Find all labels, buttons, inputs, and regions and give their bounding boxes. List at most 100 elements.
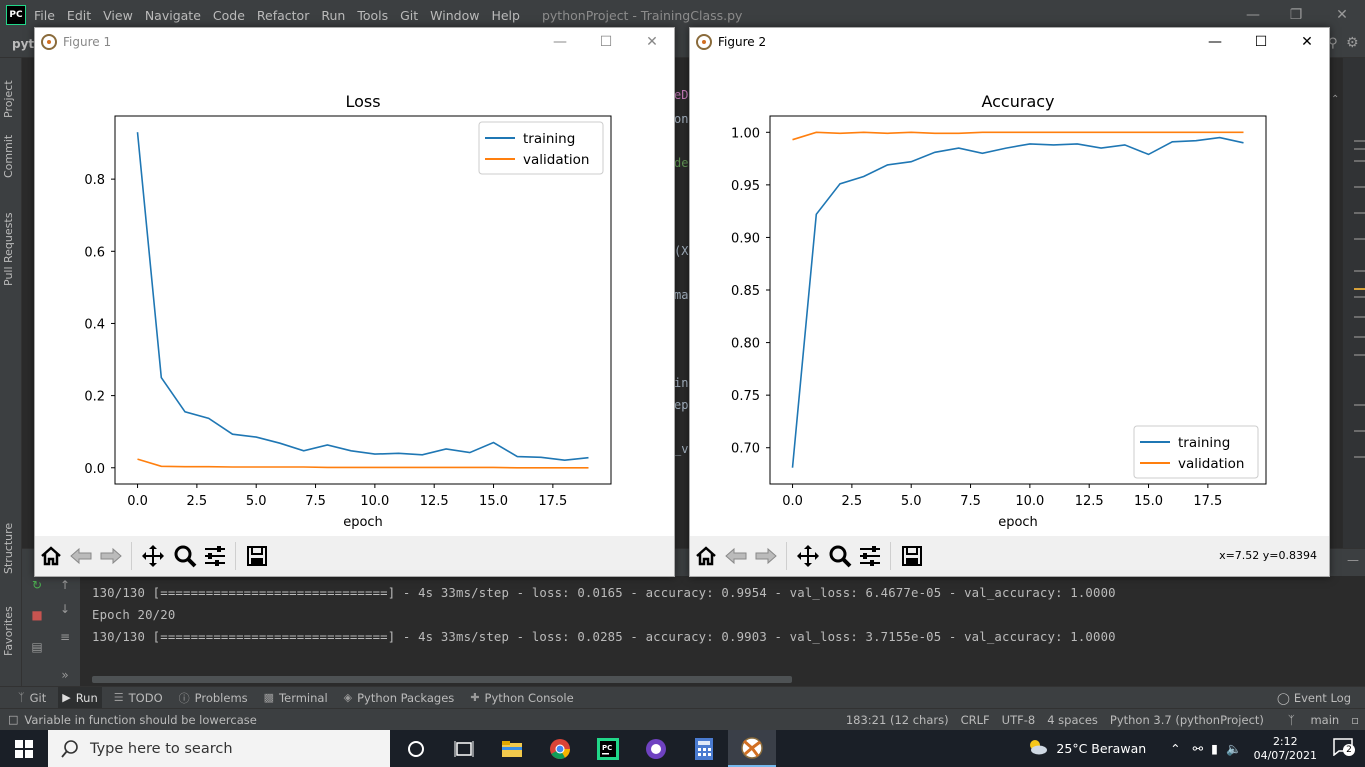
ide-restore-button[interactable]: ❐ xyxy=(1289,7,1303,23)
code-fragment: ma xyxy=(674,288,689,302)
home-icon[interactable] xyxy=(692,542,720,570)
status-indent[interactable]: 4 spaces xyxy=(1047,713,1098,727)
battery-icon[interactable]: ▮ xyxy=(1211,741,1219,756)
tab-commit[interactable]: Commit xyxy=(2,134,15,178)
tab-pull-requests[interactable]: Pull Requests xyxy=(2,212,15,286)
tool-git[interactable]: ᛉ Git xyxy=(14,687,50,709)
back-arrow-icon[interactable] xyxy=(722,542,750,570)
git-branch-icon: ᛉ xyxy=(18,691,25,704)
save-icon[interactable] xyxy=(898,542,926,570)
menu-code[interactable]: Code xyxy=(212,7,245,23)
status-message[interactable]: □ Variable in function should be lowerca… xyxy=(8,713,257,727)
editor-error-stripe[interactable]: ⌃ xyxy=(1331,58,1365,548)
lock-icon[interactable]: ▫ xyxy=(1351,713,1359,727)
search-placeholder: Type here to search xyxy=(90,740,233,757)
cortana-icon[interactable] xyxy=(392,730,440,767)
settings-gear-icon[interactable]: ⚙ xyxy=(1346,35,1359,51)
zoom-icon[interactable] xyxy=(826,542,854,570)
scroll-up-icon[interactable]: ↑ xyxy=(59,578,71,592)
layout-icon[interactable]: ▤ xyxy=(31,640,43,654)
horizontal-scrollbar[interactable] xyxy=(92,676,792,683)
menu-tools[interactable]: Tools xyxy=(357,7,389,23)
clock-time: 2:12 xyxy=(1272,734,1298,748)
system-tray: 25°C Berawan ⌃ ⚯ ▮ 🔈 2:12 04/07/2021 2 xyxy=(1026,730,1365,767)
menu-file[interactable]: File xyxy=(34,7,55,23)
figure-2-close-button[interactable]: ✕ xyxy=(1301,34,1313,50)
menu-window[interactable]: Window xyxy=(430,7,480,23)
pan-icon[interactable] xyxy=(794,542,822,570)
menu-edit[interactable]: Edit xyxy=(66,7,92,23)
forward-arrow-icon[interactable] xyxy=(97,542,125,570)
ide-close-button[interactable]: ✕ xyxy=(1336,7,1348,23)
console-line: Epoch 20/20 xyxy=(92,608,176,622)
pycharm-taskbar-icon[interactable]: PC xyxy=(584,730,632,767)
tool-problems[interactable]: ⓘ Problems xyxy=(175,687,252,709)
search-everywhere-icon[interactable]: ⚲ xyxy=(1328,36,1338,51)
status-position[interactable]: 183:21 (12 chars) xyxy=(845,713,949,727)
ide-minimize-button[interactable]: — xyxy=(1246,7,1260,23)
run-console[interactable]: 130/130 [==============================]… xyxy=(80,576,1365,686)
rerun-icon[interactable]: ↻ xyxy=(31,578,43,592)
hide-panel-icon[interactable]: — xyxy=(1347,553,1359,567)
start-button[interactable] xyxy=(0,730,48,767)
figure-2-maximize-button[interactable]: ☐ xyxy=(1254,34,1268,50)
soft-wrap-icon[interactable]: ≡ xyxy=(59,630,71,644)
more-icon[interactable]: » xyxy=(61,668,69,682)
weather-icon[interactable] xyxy=(1026,739,1048,758)
figure-2-minimize-button[interactable]: — xyxy=(1208,34,1222,50)
tab-project[interactable]: Project xyxy=(2,80,15,118)
github-desktop-icon[interactable] xyxy=(632,730,680,767)
clock[interactable]: 2:12 04/07/2021 xyxy=(1254,735,1317,763)
menu-run[interactable]: Run xyxy=(321,7,346,23)
info-icon: ⓘ xyxy=(178,691,190,705)
figure-2-titlebar[interactable]: Figure 2 — ☐ ✕ xyxy=(690,28,1329,56)
chrome-icon[interactable] xyxy=(536,730,584,767)
figure-1-titlebar[interactable]: Figure 1 — ☐ ✕ xyxy=(35,28,674,56)
menu-navigate[interactable]: Navigate xyxy=(144,7,201,23)
volume-icon[interactable]: 🔈 xyxy=(1226,740,1242,756)
status-line-separator[interactable]: CRLF xyxy=(960,713,990,727)
status-branch[interactable]: ᛉ main xyxy=(1276,713,1339,727)
notifications-icon[interactable]: 2 xyxy=(1333,738,1355,759)
scroll-down-icon[interactable]: ↓ xyxy=(59,602,71,616)
status-encoding[interactable]: UTF-8 xyxy=(1001,713,1036,727)
tool-todo[interactable]: ☰ TODO xyxy=(110,687,167,709)
chevron-up-icon[interactable]: ⌃ xyxy=(1170,741,1181,756)
calculator-icon[interactable] xyxy=(680,730,728,767)
tool-python-packages[interactable]: ◈ Python Packages xyxy=(340,687,459,709)
weather-text[interactable]: 25°C Berawan xyxy=(1056,741,1147,756)
back-arrow-icon[interactable] xyxy=(67,542,95,570)
tool-terminal[interactable]: ▩ Terminal xyxy=(260,687,332,709)
configure-subplots-icon[interactable] xyxy=(856,542,884,570)
status-interpreter[interactable]: Python 3.7 (pythonProject) xyxy=(1109,713,1264,727)
figure-1-maximize-button[interactable]: ☐ xyxy=(599,34,613,50)
tab-favorites[interactable]: Favorites xyxy=(2,606,15,656)
collapse-icon[interactable]: ⌃ xyxy=(1331,94,1340,105)
tab-structure[interactable]: Structure xyxy=(2,522,15,574)
console-line: 130/130 [==============================]… xyxy=(92,630,1116,644)
figure-1-minimize-button[interactable]: — xyxy=(553,34,567,50)
home-icon[interactable] xyxy=(37,542,65,570)
wifi-icon[interactable]: ⚯ xyxy=(1192,741,1204,756)
menu-help[interactable]: Help xyxy=(491,7,520,23)
menu-git[interactable]: Git xyxy=(400,7,419,23)
save-icon[interactable] xyxy=(243,542,271,570)
task-view-icon[interactable] xyxy=(440,730,488,767)
pan-icon[interactable] xyxy=(139,542,167,570)
taskbar-search-input[interactable]: Type here to search xyxy=(48,730,390,767)
forward-arrow-icon[interactable] xyxy=(752,542,780,570)
figure-1-close-button[interactable]: ✕ xyxy=(646,34,658,50)
accuracy-chart[interactable]: Accuracy epoch 0.0 2.5 5.0 7.5 10.0 12.5 15.0 17.… xyxy=(690,56,1329,537)
notifications-count: 2 xyxy=(1343,744,1355,756)
menu-refactor[interactable]: Refactor xyxy=(256,7,310,23)
loss-chart[interactable]: Loss epoch 0.0 2.5 5.0 7.5 10.0 12.5 15.0 17.5 0.0… xyxy=(35,56,674,537)
tool-run[interactable]: ▶ Run xyxy=(58,686,102,709)
menu-view[interactable]: View xyxy=(103,7,133,23)
tool-python-console[interactable]: ✚ Python Console xyxy=(466,687,577,709)
matplotlib-taskbar-icon[interactable] xyxy=(728,730,776,767)
configure-subplots-icon[interactable] xyxy=(201,542,229,570)
file-explorer-icon[interactable] xyxy=(488,730,536,767)
tool-event-log[interactable]: ◯ Event Log xyxy=(1277,687,1351,709)
stop-icon[interactable]: ■ xyxy=(31,608,43,622)
zoom-icon[interactable] xyxy=(171,542,199,570)
